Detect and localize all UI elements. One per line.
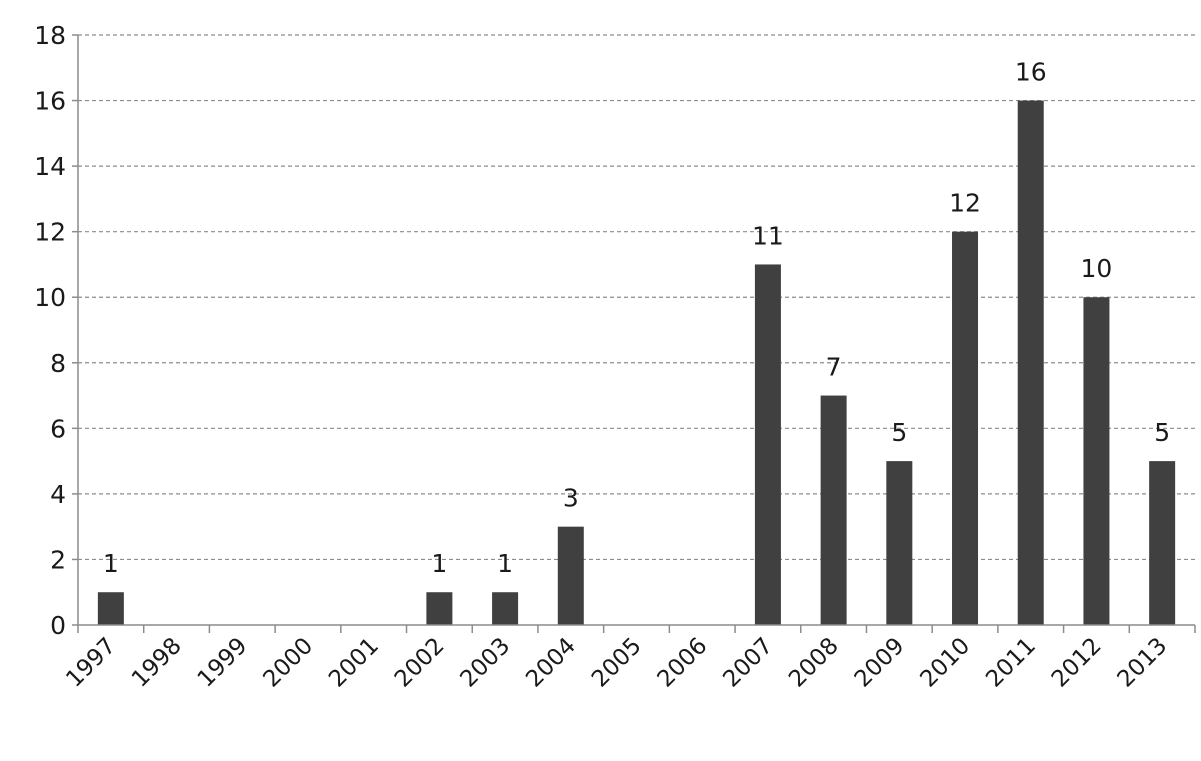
bar-2003 [492, 592, 519, 625]
data-label-2004: 3 [563, 484, 579, 513]
x-tick-label-2001: 2001 [324, 633, 384, 693]
y-tick-label: 14 [34, 152, 66, 181]
bars [97, 100, 1176, 626]
x-tick-label-2002: 2002 [390, 633, 450, 693]
x-tick-label-2009: 2009 [850, 633, 910, 693]
x-tick-label-2007: 2007 [718, 633, 778, 693]
data-label-2013: 5 [1154, 418, 1170, 447]
x-tick-label-2006: 2006 [653, 633, 713, 693]
bar-2004 [557, 526, 584, 625]
bar-2010 [952, 231, 979, 625]
axes [72, 34, 1196, 633]
y-tick-label: 2 [50, 545, 66, 574]
x-tick-label-1999: 1999 [193, 633, 253, 693]
x-tick-label-1997: 1997 [61, 633, 121, 693]
y-tick-label: 6 [50, 414, 66, 443]
x-axis-tick-labels: 1997 1998 1999 2000 2001 2002 2003 2004 2005 2006… [61, 633, 1172, 693]
data-label-2002: 1 [431, 549, 447, 578]
data-label-2003: 1 [497, 549, 513, 578]
y-tick-label: 18 [34, 21, 66, 50]
x-tick-label-2000: 2000 [258, 633, 318, 693]
bar-1997 [97, 592, 124, 625]
y-tick-label: 12 [34, 218, 66, 247]
data-label-2007: 11 [752, 221, 784, 250]
x-tick-label-2005: 2005 [587, 633, 647, 693]
y-tick-label: 10 [34, 283, 66, 312]
x-tick-label-1998: 1998 [127, 633, 187, 693]
y-tick-label: 4 [50, 480, 66, 509]
y-tick-label: 16 [34, 87, 66, 116]
x-tick-label-2012: 2012 [1047, 633, 1107, 693]
x-tick-label-2008: 2008 [784, 633, 844, 693]
y-tick-label: 0 [50, 611, 66, 640]
x-tick-label-2011: 2011 [981, 633, 1041, 693]
bar-2008 [820, 395, 847, 625]
x-tick-label-2004: 2004 [521, 633, 581, 693]
bar-2007 [754, 264, 781, 625]
bar-2013 [1149, 461, 1176, 625]
data-label-2012: 10 [1081, 254, 1113, 283]
y-axis-tick-labels: 0 2 4 6 8 10 12 14 16 18 [34, 21, 66, 640]
x-tick-label-2013: 2013 [1113, 633, 1173, 693]
data-label-2009: 5 [891, 418, 907, 447]
x-tick-label-2003: 2003 [456, 633, 516, 693]
bar-2012 [1083, 297, 1110, 625]
bar-2009 [886, 461, 913, 625]
y-tick-label: 8 [50, 349, 66, 378]
data-label-1997: 1 [103, 549, 119, 578]
bar-2011 [1017, 100, 1044, 626]
bar-2002 [426, 592, 453, 625]
data-label-2008: 7 [826, 353, 842, 382]
x-tick-label-2010: 2010 [915, 633, 975, 693]
data-label-2010: 12 [949, 189, 981, 218]
data-label-2011: 16 [1015, 58, 1047, 87]
